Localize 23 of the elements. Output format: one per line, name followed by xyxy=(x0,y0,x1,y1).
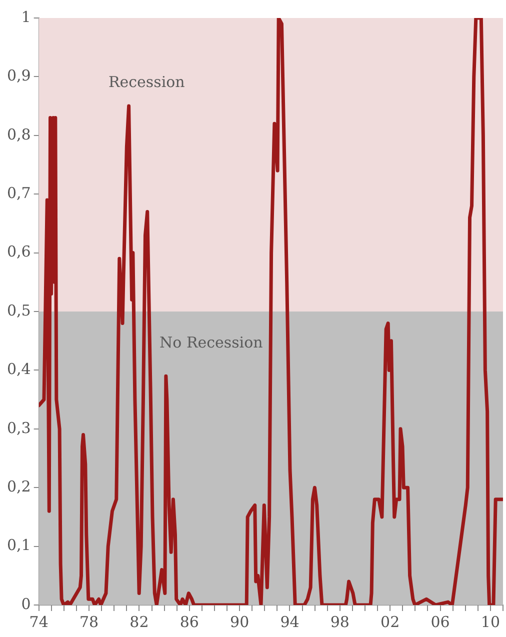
y-tick-label: 0,9 xyxy=(6,66,31,85)
y-tick-label: 0,8 xyxy=(6,125,31,144)
x-tick-label: 06 xyxy=(430,612,450,631)
y-tick-label: 1 xyxy=(21,8,31,26)
y-tick-label: 0,1 xyxy=(6,536,31,554)
band-label: Recession xyxy=(108,72,186,91)
y-tick-label: 0,7 xyxy=(6,184,31,202)
x-tick-label: 90 xyxy=(230,612,250,631)
x-tick-label: 86 xyxy=(180,612,199,631)
x-tick-label: 94 xyxy=(280,612,300,631)
y-tick-label: 0,5 xyxy=(6,301,31,320)
y-tick-label: 0 xyxy=(21,594,31,613)
x-tick-label: 10 xyxy=(480,612,500,631)
x-tick-label: 74 xyxy=(29,612,48,631)
band-label: No Recession xyxy=(160,333,264,352)
y-tick-label: 0,6 xyxy=(6,242,31,261)
y-tick-label: 0,4 xyxy=(6,360,31,378)
x-tick-label: 78 xyxy=(79,612,99,631)
x-tick-label: 82 xyxy=(130,612,149,631)
x-tick-label: 98 xyxy=(330,612,350,631)
x-tick-label: 02 xyxy=(380,612,400,631)
y-tick-label: 0,3 xyxy=(6,418,31,437)
y-tick-label: 0,2 xyxy=(6,477,31,496)
